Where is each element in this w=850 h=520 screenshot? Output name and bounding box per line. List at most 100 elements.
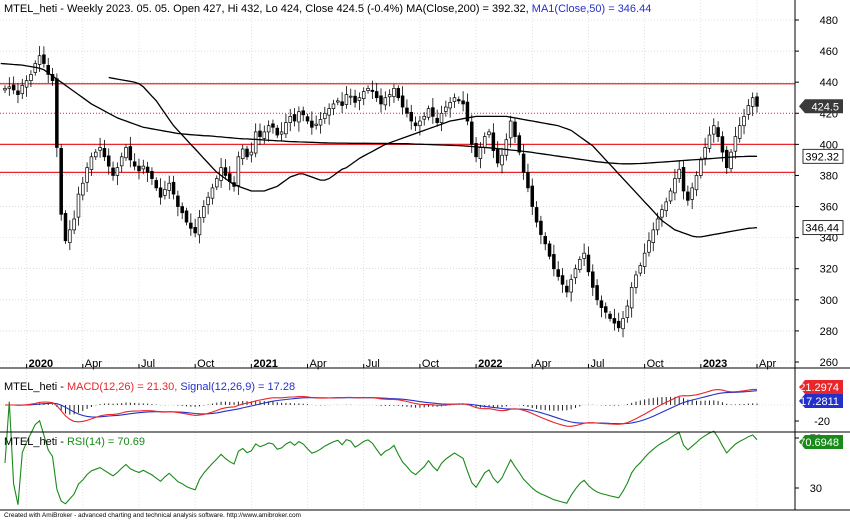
candle-down bbox=[409, 111, 414, 122]
candle-up bbox=[647, 240, 651, 253]
candle-down bbox=[461, 100, 465, 105]
candle-down bbox=[11, 84, 16, 91]
candle-up bbox=[357, 97, 362, 101]
candle-down bbox=[474, 143, 478, 158]
last-close-badge-shape bbox=[799, 99, 843, 114]
time-tick-label: Apr bbox=[534, 358, 551, 370]
candle-up bbox=[444, 106, 448, 112]
time-tick-label: Jul bbox=[141, 358, 155, 370]
candle-up bbox=[72, 218, 76, 231]
candle-down bbox=[431, 107, 435, 117]
ma200-badge-text: 392.32 bbox=[805, 151, 839, 163]
candle-up bbox=[89, 156, 94, 170]
candle-up bbox=[439, 112, 444, 123]
candle-down bbox=[374, 91, 379, 99]
signal-badge-shape bbox=[799, 394, 843, 408]
signal-badge: 17.2811 bbox=[799, 394, 843, 408]
candle-up bbox=[119, 156, 124, 167]
candle-up bbox=[323, 112, 327, 119]
price-tick-label: 360 bbox=[820, 202, 838, 214]
candle-up bbox=[279, 131, 284, 135]
candle-up bbox=[392, 88, 396, 97]
candle-down bbox=[457, 99, 461, 102]
candle-down bbox=[616, 320, 621, 329]
candle-up bbox=[625, 305, 630, 318]
signal-badge-text: 17.2811 bbox=[800, 396, 839, 408]
candle-up bbox=[236, 156, 241, 186]
time-tick-label: Oct bbox=[422, 358, 439, 370]
rsi-tick-label: 30 bbox=[810, 483, 822, 495]
candle-down bbox=[245, 148, 249, 158]
candle-down bbox=[608, 313, 612, 319]
candle-down bbox=[716, 127, 720, 137]
candle-up bbox=[664, 201, 668, 211]
candle-up bbox=[673, 178, 677, 194]
candle-up bbox=[638, 265, 643, 274]
candle-up bbox=[266, 125, 271, 133]
macd-title: MTEL_heti - MACD(12,26) = 21.30, Signal(… bbox=[4, 381, 295, 393]
candle-up bbox=[621, 318, 625, 330]
candle-up bbox=[253, 131, 258, 154]
candle-up bbox=[426, 108, 431, 118]
candle-down bbox=[275, 127, 280, 136]
candle-down bbox=[128, 146, 133, 161]
candle-up bbox=[115, 167, 120, 176]
time-tick-label: Apr bbox=[759, 358, 776, 370]
candle-up bbox=[478, 147, 483, 160]
candle-up bbox=[690, 187, 694, 200]
time-tick-label: 2023 bbox=[703, 358, 727, 370]
candle-down bbox=[145, 166, 150, 173]
candle-down bbox=[59, 148, 63, 215]
candle-up bbox=[240, 148, 245, 160]
candle-down bbox=[521, 153, 526, 173]
candle-up bbox=[344, 94, 349, 105]
ma50-badge-shape bbox=[802, 220, 844, 236]
candle-up bbox=[348, 95, 353, 98]
candle-down bbox=[16, 90, 20, 95]
candle-up bbox=[750, 97, 755, 107]
rsi-title: MTEL_heti - RSI(14) = 70.69 bbox=[4, 436, 145, 448]
candle-down bbox=[396, 88, 401, 99]
candle-up bbox=[573, 268, 578, 279]
candle-up bbox=[3, 88, 7, 91]
candle-down bbox=[530, 185, 535, 207]
price-levels bbox=[0, 83, 795, 173]
candle-up bbox=[366, 88, 370, 91]
candle-down bbox=[405, 107, 409, 114]
candle-down bbox=[543, 236, 547, 245]
candle-down bbox=[599, 300, 604, 308]
time-tick-label: Oct bbox=[647, 358, 664, 370]
candle-down bbox=[539, 220, 543, 235]
last-close-badge: 424.5 bbox=[799, 99, 843, 114]
candle-down bbox=[556, 269, 560, 277]
candle-up bbox=[94, 151, 98, 158]
candle-down bbox=[495, 149, 500, 164]
candle-up bbox=[215, 178, 219, 188]
candle-up bbox=[197, 217, 202, 236]
candle-down bbox=[724, 149, 729, 169]
candle-down bbox=[193, 227, 197, 234]
candle-up bbox=[288, 116, 292, 123]
price-title: MTEL_heti - Weekly 2023. 05. 05. Open 42… bbox=[4, 3, 651, 15]
price-tick-label: 480 bbox=[820, 15, 838, 27]
candle-up bbox=[487, 131, 491, 136]
macd-badge-shape bbox=[799, 380, 843, 394]
time-tick-label: 2021 bbox=[253, 358, 277, 370]
candle-down bbox=[63, 213, 68, 242]
candle-up bbox=[7, 86, 12, 89]
candle-up bbox=[383, 97, 388, 106]
price-tick-label: 320 bbox=[820, 264, 838, 276]
price-tick-label: 300 bbox=[820, 295, 838, 307]
candle-up bbox=[361, 91, 366, 100]
candle-down bbox=[565, 285, 569, 293]
candle-down bbox=[310, 120, 314, 128]
candle-up bbox=[642, 252, 647, 267]
candle-down bbox=[301, 110, 305, 116]
candle-down bbox=[534, 207, 539, 223]
price-x-axis: 2020 Apr Jul Oct 2021 Apr Jul Oct 2022 Apr Jul Oct 2… bbox=[26, 358, 776, 370]
candle-down bbox=[526, 171, 530, 189]
candle-down bbox=[517, 135, 522, 153]
candle-up bbox=[167, 182, 171, 191]
time-tick-label: 2020 bbox=[29, 358, 53, 370]
